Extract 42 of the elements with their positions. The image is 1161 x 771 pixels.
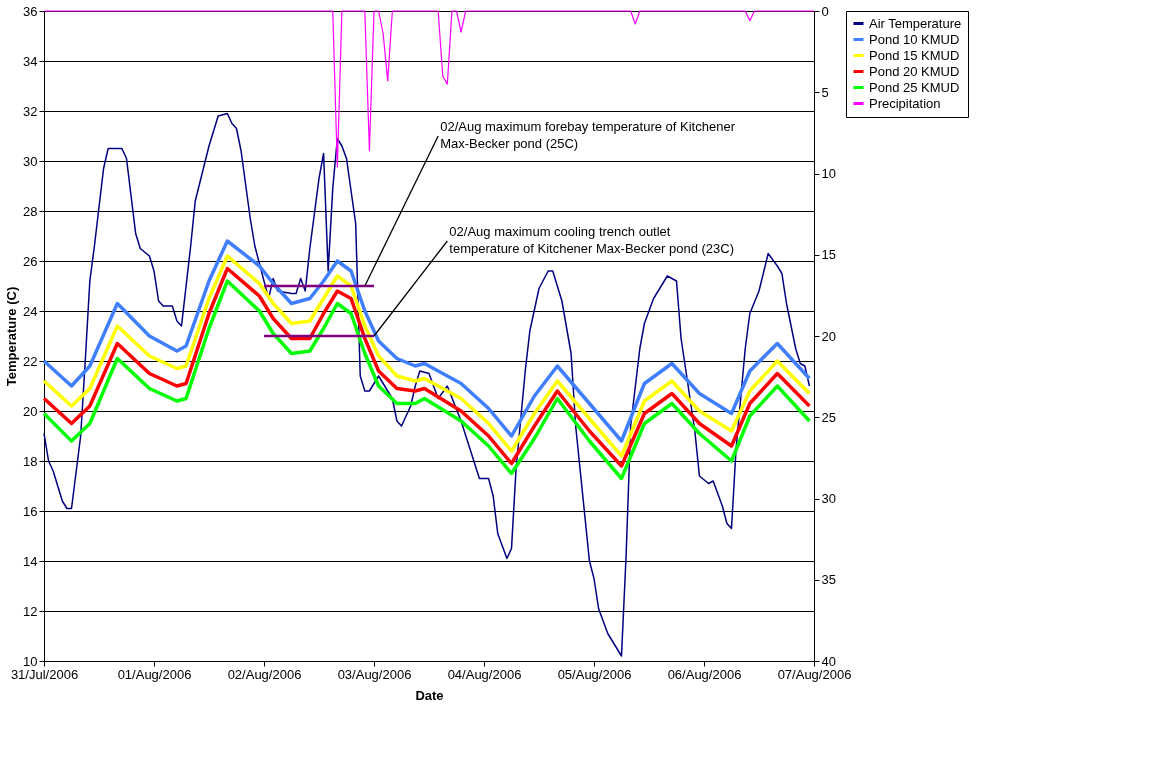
y2-tick-label: 5 xyxy=(821,84,829,100)
legend-label: Pond 25 KMUD xyxy=(869,79,960,95)
y-tick-label: 36 xyxy=(23,3,38,19)
y2-tick-label: 0 xyxy=(821,3,829,19)
legend-label: Pond 20 KMUD xyxy=(869,63,960,79)
x-axis-title: Date xyxy=(415,687,444,703)
x-tick-label: 04/Aug/2006 xyxy=(447,666,522,682)
y-tick-label: 22 xyxy=(23,353,38,369)
y-tick-label: 34 xyxy=(23,53,38,69)
y2-tick-label: 20 xyxy=(821,328,836,344)
legend-label: Pond 15 KMUD xyxy=(869,47,960,63)
y2-tick-label: 40 xyxy=(821,653,836,669)
line-series xyxy=(43,112,811,657)
x-tick-label: 07/Aug/2006 xyxy=(777,666,852,682)
legend-label: Air Temperature xyxy=(869,15,962,31)
x-tick-label: 31/Jul/2006 xyxy=(10,666,79,682)
y2-tick-label: 15 xyxy=(821,247,836,263)
annotation: 02/Aug maximum cooling trench outlet temperature of Kitchener Max-Becker pond (23C) xyxy=(449,224,735,256)
y-tick-label: 16 xyxy=(23,503,38,519)
y2-tick-label: 30 xyxy=(821,491,836,506)
y-tick-label: 12 xyxy=(23,603,38,619)
x-tick-label: 02/Aug/2006 xyxy=(227,666,302,682)
legend-label: Precipitation xyxy=(869,95,941,111)
y-tick-label: 18 xyxy=(23,453,38,469)
annotation: 02/Aug maximum forebay temperature of Kitchener Max-Becker pond (25C) xyxy=(440,119,736,151)
legend-label: Pond 10 KMUD xyxy=(869,31,960,47)
y-tick-label: 30 xyxy=(23,153,38,169)
y-tick-label: 28 xyxy=(23,203,38,219)
y-tick-label: 10 xyxy=(23,653,38,669)
y2-tick-label: 25 xyxy=(821,409,836,425)
x-tick-label: 06/Aug/2006 xyxy=(667,666,742,682)
y2-tick-label: 35 xyxy=(821,572,836,588)
x-tick-label: 05/Aug/2006 xyxy=(557,666,632,682)
y2-tick-label: 10 xyxy=(821,166,836,181)
y-tick-label: 20 xyxy=(23,403,38,419)
y-tick-label: 26 xyxy=(23,253,38,269)
y-axis-title: Temperature (C) xyxy=(4,286,20,387)
y-tick-label: 14 xyxy=(23,553,38,569)
x-tick-label: 01/Aug/2006 xyxy=(117,666,192,682)
y-tick-label: 24 xyxy=(23,303,38,319)
x-tick-label: 03/Aug/2006 xyxy=(337,666,412,682)
y-tick-label: 32 xyxy=(23,103,38,119)
